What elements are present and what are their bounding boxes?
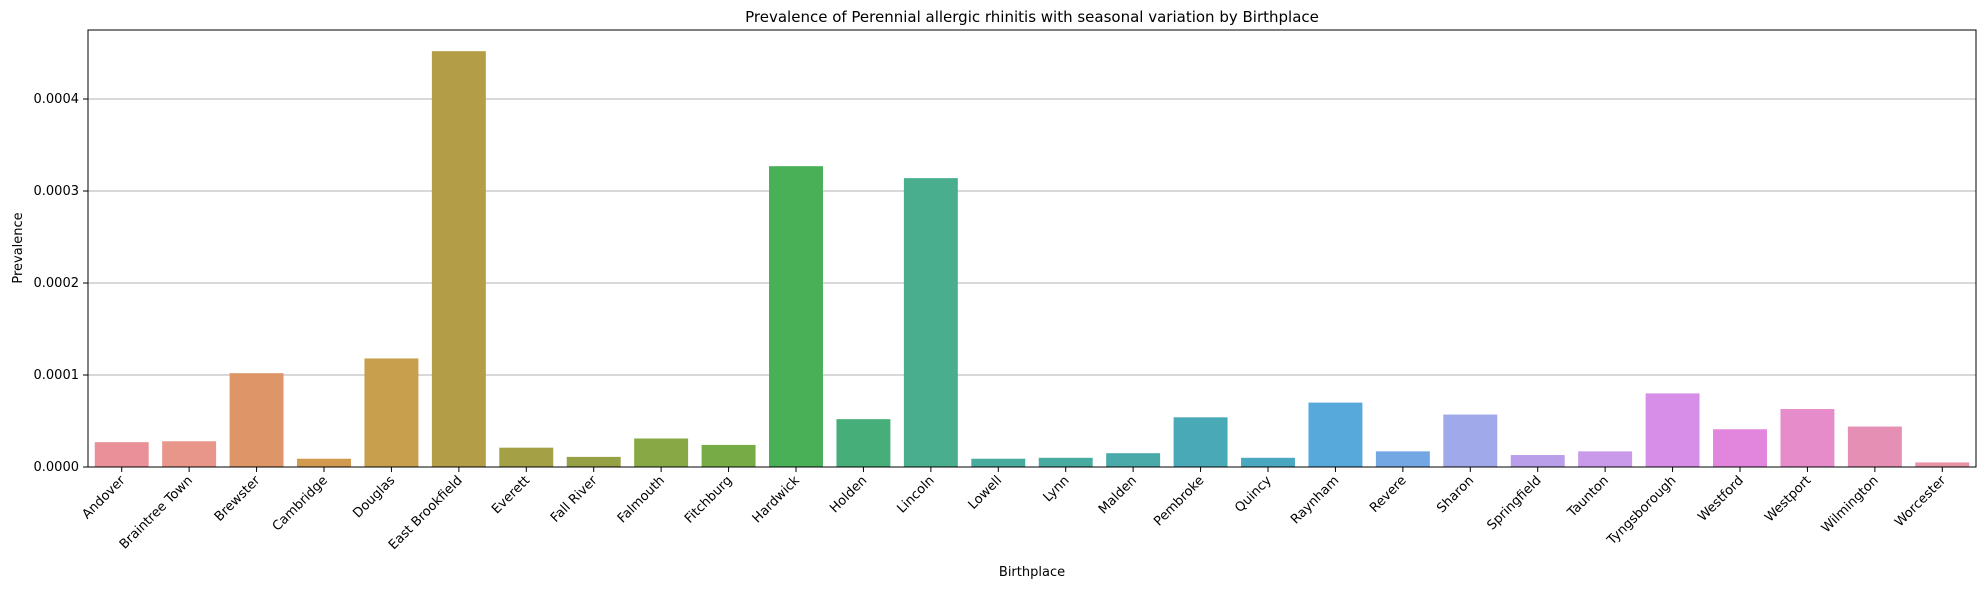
bar — [1241, 457, 1295, 467]
x-tick-label: Cambridge — [270, 473, 331, 534]
y-tick-label: 0.0004 — [34, 92, 80, 107]
bar — [431, 51, 486, 467]
y-tick-label: 0.0001 — [34, 368, 80, 383]
bar — [903, 178, 958, 467]
bar — [499, 447, 554, 467]
x-tick-label: Fall River — [548, 473, 601, 526]
x-tick-label: Wilmington — [1819, 473, 1882, 536]
bar — [1847, 426, 1902, 467]
x-tick-label: Holden — [827, 473, 870, 516]
bar — [971, 458, 1026, 467]
bar — [364, 358, 419, 467]
x-tick-label: Pembroke — [1151, 473, 1207, 529]
bar — [229, 373, 284, 467]
x-tick-label: Westport — [1762, 473, 1814, 525]
x-tick-label: Sharon — [1434, 473, 1477, 516]
bar — [1038, 457, 1093, 467]
bar — [1173, 417, 1228, 467]
x-tick-label: Everett — [489, 473, 533, 517]
bar — [769, 166, 823, 467]
bar — [1780, 409, 1835, 467]
y-tick-label: 0.0000 — [34, 460, 80, 475]
x-tick-label: Braintree Town — [117, 473, 196, 552]
bar — [566, 456, 621, 467]
x-tick-label: Fitchburg — [682, 473, 735, 526]
plot-frame — [87, 29, 1977, 468]
x-tick-label: East Brookfield — [386, 473, 466, 553]
bar — [1443, 414, 1498, 467]
x-axis-label: Birthplace — [999, 565, 1065, 580]
x-tick-label: Revere — [1367, 473, 1410, 516]
x-tick-label: Malden — [1096, 473, 1140, 517]
bar — [1645, 393, 1700, 467]
bar — [162, 441, 217, 467]
bar — [836, 419, 891, 467]
x-tick-label: Brewster — [212, 473, 264, 525]
x-tick-label: Hardwick — [750, 473, 803, 526]
x-tick-label: Lynn — [1041, 473, 1073, 505]
bar — [701, 444, 756, 467]
bar — [297, 458, 351, 467]
x-tick-label: Quincy — [1232, 473, 1275, 516]
x-tick-label: Worcester — [1892, 473, 1949, 530]
x-tick-label: Andover — [79, 473, 129, 523]
chart-title: Prevalence of Perennial allergic rhiniti… — [745, 8, 1319, 26]
y-axis-label: Prevalence — [11, 212, 26, 283]
y-axis: 0.0000 0.0001 0.0002 0.0003 0.0004 — [34, 92, 88, 475]
bar — [1915, 462, 1970, 467]
x-tick-label: Lowell — [966, 473, 1005, 512]
bar — [1106, 453, 1161, 467]
x-tick-label: Tyngsborough — [1604, 473, 1680, 549]
bars — [94, 51, 1970, 467]
bar — [1510, 455, 1565, 467]
bar — [1375, 451, 1430, 467]
x-tick-label: Falmouth — [615, 473, 668, 526]
x-tick-label: Douglas — [350, 473, 398, 521]
bar — [1578, 451, 1633, 467]
y-tick-label: 0.0002 — [34, 276, 80, 291]
x-tick-label: Springfield — [1484, 473, 1544, 533]
y-tick-label: 0.0003 — [34, 184, 80, 199]
bar — [1713, 429, 1767, 467]
bar — [634, 438, 689, 467]
bar — [94, 442, 149, 467]
bar — [1308, 402, 1363, 467]
x-tick-label: Westford — [1695, 473, 1747, 525]
x-tick-label: Lincoln — [895, 473, 938, 516]
x-tick-label: Taunton — [1564, 473, 1612, 521]
x-tick-label: Raynham — [1288, 473, 1342, 527]
